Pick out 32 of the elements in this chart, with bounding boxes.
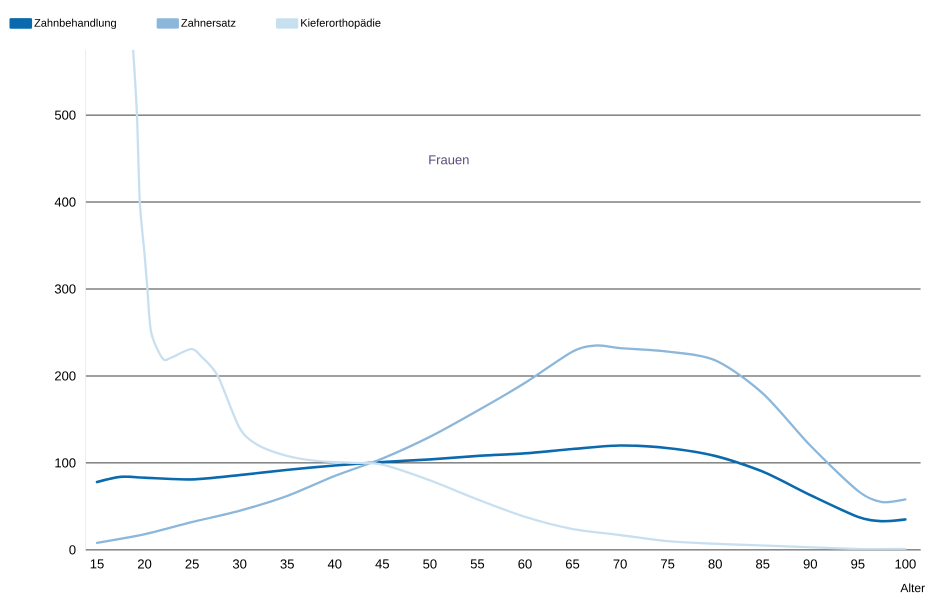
x-tick-label: 50	[423, 559, 437, 569]
x-tick-label: 65	[566, 559, 580, 569]
x-tick-label: 15	[90, 559, 104, 568]
x-axis-title: Alter	[900, 583, 925, 592]
x-tick-label: 100	[896, 559, 916, 569]
y-tick-label: 400	[54, 197, 76, 207]
y-tick-label: 100	[55, 458, 76, 468]
x-tick-label: 55	[470, 559, 484, 568]
legend-label: Zahnbehandlung	[34, 18, 116, 29]
legend-label: Zahnersatz	[181, 18, 236, 27]
y-tick-label: 500	[54, 110, 76, 120]
x-tick-label: 85	[756, 559, 770, 569]
x-tick-label: 70	[614, 559, 627, 569]
x-tick-label: 35	[280, 559, 294, 569]
legend-label: Kieferorthopädie	[301, 18, 380, 29]
x-tick-label: 60	[518, 559, 532, 569]
annotation: Frauen	[429, 155, 469, 164]
x-tick-label: 80	[708, 559, 722, 569]
line-series	[96, 444, 907, 522]
y-tick-label: 300	[54, 284, 76, 294]
x-tick-label: 40	[328, 559, 342, 569]
x-tick-label: 90	[804, 559, 817, 569]
x-tick-label: 95	[851, 559, 864, 569]
y-tick-label: 200	[55, 371, 76, 381]
x-tick-label: 45	[375, 559, 389, 568]
x-tick-label: 25	[186, 559, 199, 569]
x-tick-label: 75	[661, 559, 674, 568]
y-tick-label: 0	[69, 545, 76, 554]
x-tick-label: 20	[138, 559, 152, 569]
line-series	[96, 344, 907, 544]
x-tick-label: 30	[232, 559, 246, 569]
line-series	[132, 50, 907, 550]
